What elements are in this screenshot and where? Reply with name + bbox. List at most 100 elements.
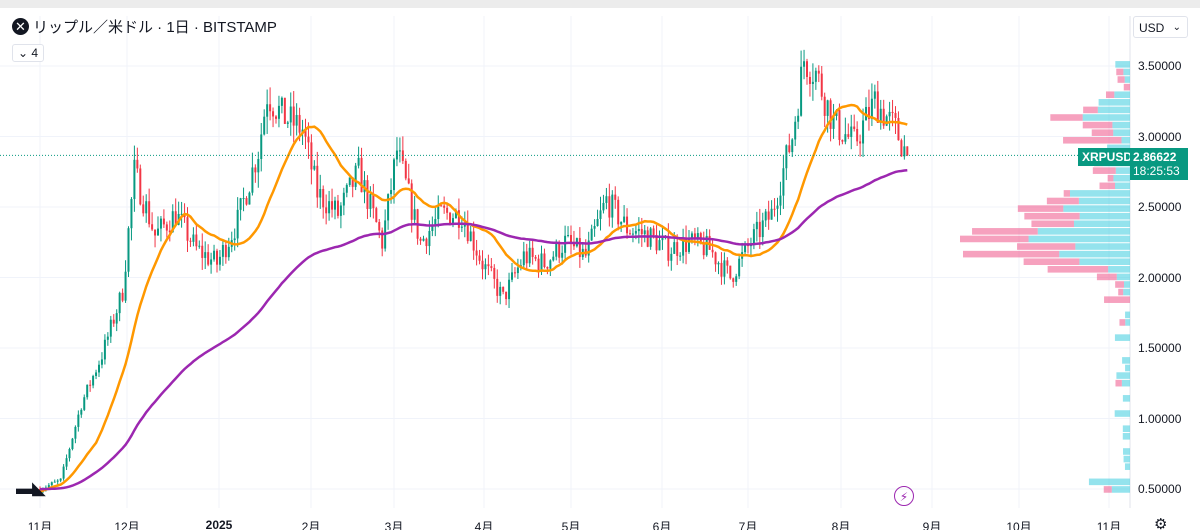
candle-body xyxy=(331,201,334,210)
candle-body xyxy=(629,233,631,235)
candle-body xyxy=(882,108,885,126)
tradingview-logo[interactable]: ▬◣ xyxy=(16,478,46,498)
candle-body xyxy=(620,221,623,225)
candle-body xyxy=(224,244,227,258)
volume-profile-down-bar xyxy=(1116,68,1124,76)
candle-body xyxy=(570,235,572,244)
volume-profile-down-bar xyxy=(1115,281,1124,288)
lightning-icon[interactable]: ⚡ xyxy=(894,486,914,506)
volume-profile-down-bar xyxy=(1017,205,1064,212)
candle-body xyxy=(446,207,449,213)
candle-body xyxy=(233,238,236,241)
volume-profile-down-bar xyxy=(1115,379,1122,387)
candle-body xyxy=(776,205,779,209)
candle-body xyxy=(112,319,115,324)
candle-body xyxy=(443,205,446,208)
candle-body xyxy=(263,116,266,135)
candle-body xyxy=(139,168,142,205)
candle-body xyxy=(242,198,245,200)
candle-body xyxy=(145,201,148,214)
candle-body xyxy=(180,213,183,215)
volume-profile-down-bar xyxy=(1046,197,1079,205)
candle-body xyxy=(829,100,832,129)
candle-body xyxy=(605,196,608,203)
candle-body xyxy=(210,259,213,265)
indicators-toggle[interactable]: ⌄ 4 xyxy=(12,44,45,62)
candle-body xyxy=(696,233,699,240)
candle-body xyxy=(62,466,65,479)
x-tick-label: 11月 xyxy=(1096,520,1122,530)
candle-body xyxy=(248,192,251,205)
candle-body xyxy=(457,210,460,228)
volume-profile-down-bar xyxy=(1091,129,1114,136)
candle-body xyxy=(74,426,77,439)
volume-profile-up-bar xyxy=(1125,364,1130,372)
candle-body xyxy=(130,199,133,229)
x-tick-label: 2月 xyxy=(301,520,321,530)
volume-profile-down-bar xyxy=(1117,76,1125,83)
candle-body xyxy=(174,211,177,225)
gear-icon[interactable]: ⚙ xyxy=(1154,516,1168,530)
x-tick-label: 12月 xyxy=(114,520,140,530)
candle-body xyxy=(631,233,634,235)
candle-body xyxy=(77,414,80,427)
price-chart[interactable] xyxy=(0,8,1200,530)
volume-profile-down-bar xyxy=(1023,258,1080,266)
candle-body xyxy=(888,111,891,117)
candle-body xyxy=(782,168,785,196)
volume-profile-up-bar xyxy=(1115,182,1130,190)
candle-body xyxy=(434,219,437,226)
candle-body xyxy=(192,234,195,242)
candle-body xyxy=(599,210,602,219)
candle-body xyxy=(614,194,617,200)
volume-profile-up-bar xyxy=(1114,334,1130,341)
candle-body xyxy=(738,258,741,277)
candle-body xyxy=(469,231,472,242)
candle-body xyxy=(572,243,575,247)
candle-body xyxy=(525,251,528,264)
candle-body xyxy=(59,478,62,481)
candle-body xyxy=(387,194,390,221)
last-price: 2.86622 xyxy=(1133,150,1177,164)
volume-profile-up-bar xyxy=(1079,258,1130,266)
currency-select[interactable]: USD ⌄ xyxy=(1133,16,1188,38)
candle-body xyxy=(862,120,865,144)
candle-body xyxy=(702,242,705,256)
volume-profile-up-bar xyxy=(1125,319,1130,326)
candle-body xyxy=(844,134,847,142)
candle-body xyxy=(98,364,100,373)
y-tick-label: 3.50000 xyxy=(1138,59,1182,73)
candle-body xyxy=(390,190,393,195)
candle-body xyxy=(313,165,316,170)
volume-profile-up-bar xyxy=(1114,410,1130,417)
candle-body xyxy=(213,250,216,260)
x-tick-label: 9月 xyxy=(922,520,942,530)
volume-profile-down-bar xyxy=(1082,121,1113,129)
volume-profile-up-bar xyxy=(1108,266,1130,273)
candle-body xyxy=(342,192,345,206)
candle-body xyxy=(850,126,853,137)
volume-profile-up-bar xyxy=(1124,463,1130,470)
candle-body xyxy=(549,260,552,269)
candle-body xyxy=(186,217,189,241)
candle-body xyxy=(437,205,440,220)
volume-profile-up-bar xyxy=(1063,205,1130,212)
candle-body xyxy=(755,221,758,230)
candle-body xyxy=(623,216,626,222)
candle-body xyxy=(236,209,239,239)
candle-body xyxy=(221,244,224,257)
candle-body xyxy=(499,286,502,296)
volume-profile-down-bar xyxy=(1118,288,1124,296)
candle-body xyxy=(251,167,254,193)
candle-body xyxy=(109,319,112,337)
volume-profile-up-bar xyxy=(1113,174,1130,182)
x-tick-label: 8月 xyxy=(831,520,851,530)
volume-profile-up-bar xyxy=(1122,357,1130,364)
x-tick-label: 4月 xyxy=(474,520,494,530)
candle-body xyxy=(838,110,841,140)
candle-body xyxy=(873,91,876,99)
candle-body xyxy=(894,113,897,118)
x-tick-label: 2025 xyxy=(205,518,233,530)
volume-profile-up-bar xyxy=(1079,212,1130,220)
candle-body xyxy=(811,81,814,84)
